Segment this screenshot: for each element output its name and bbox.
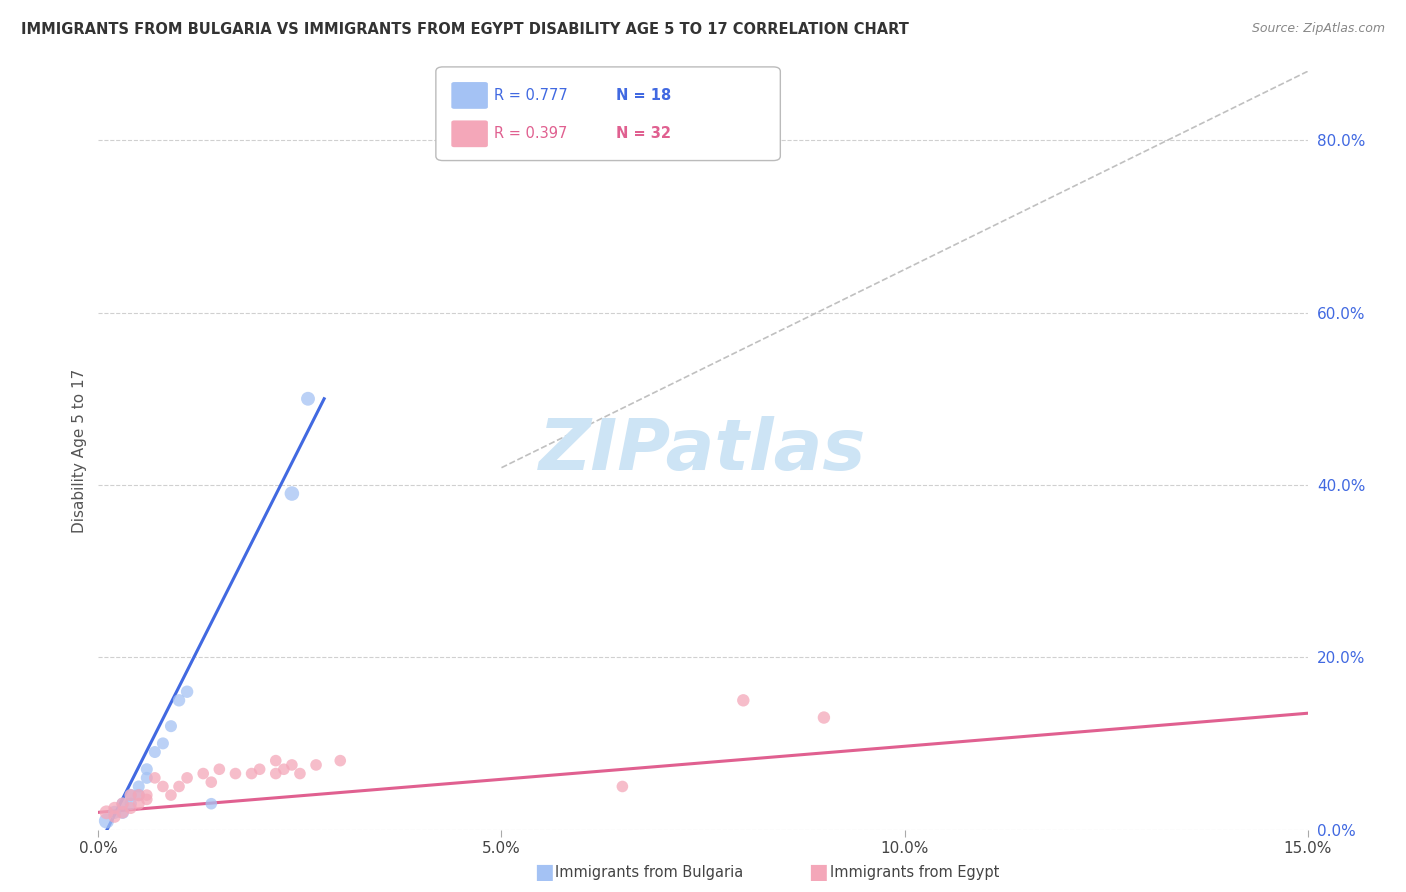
Point xyxy=(176,684,198,698)
Point xyxy=(281,486,304,500)
Point xyxy=(120,788,142,802)
Point xyxy=(135,792,157,806)
Text: N = 32: N = 32 xyxy=(616,127,671,141)
Point xyxy=(224,766,246,780)
Point xyxy=(103,805,125,820)
Point xyxy=(208,762,231,776)
Text: ■: ■ xyxy=(534,863,554,882)
Point xyxy=(135,788,157,802)
Point xyxy=(200,775,222,789)
Point xyxy=(96,814,118,828)
Point xyxy=(152,736,174,750)
Point xyxy=(264,754,287,768)
Point xyxy=(612,780,634,794)
Point xyxy=(200,797,222,811)
Point xyxy=(128,788,150,802)
Text: Immigrants from Egypt: Immigrants from Egypt xyxy=(830,865,998,880)
Point xyxy=(96,805,118,820)
Point xyxy=(135,762,157,776)
Y-axis label: Disability Age 5 to 17: Disability Age 5 to 17 xyxy=(72,368,87,533)
Point xyxy=(111,805,134,820)
Point xyxy=(111,797,134,811)
Point xyxy=(128,780,150,794)
Point xyxy=(273,762,295,776)
Text: N = 18: N = 18 xyxy=(616,88,671,103)
Point xyxy=(128,788,150,802)
Point xyxy=(281,758,304,772)
Point xyxy=(143,745,166,759)
Point xyxy=(249,762,271,776)
Text: ■: ■ xyxy=(808,863,828,882)
Point xyxy=(193,766,215,780)
Point xyxy=(264,766,287,780)
Point xyxy=(120,797,142,811)
Point xyxy=(111,805,134,820)
Point xyxy=(813,710,835,724)
Text: R = 0.397: R = 0.397 xyxy=(494,127,567,141)
Point xyxy=(288,766,311,780)
Point xyxy=(167,780,190,794)
Point xyxy=(111,797,134,811)
Point xyxy=(135,771,157,785)
Point xyxy=(143,771,166,785)
Point xyxy=(160,719,183,733)
Text: IMMIGRANTS FROM BULGARIA VS IMMIGRANTS FROM EGYPT DISABILITY AGE 5 TO 17 CORRELA: IMMIGRANTS FROM BULGARIA VS IMMIGRANTS F… xyxy=(21,22,908,37)
Point xyxy=(120,801,142,815)
Point xyxy=(176,771,198,785)
Point xyxy=(297,392,319,406)
Point xyxy=(305,758,328,772)
Point xyxy=(329,754,352,768)
Point xyxy=(152,780,174,794)
Point xyxy=(128,797,150,811)
Point xyxy=(160,788,183,802)
Point xyxy=(103,810,125,824)
Point xyxy=(240,766,263,780)
Text: R = 0.777: R = 0.777 xyxy=(494,88,567,103)
Point xyxy=(103,801,125,815)
Point xyxy=(733,693,755,707)
Point xyxy=(167,693,190,707)
Text: ZIPatlas: ZIPatlas xyxy=(540,416,866,485)
Point xyxy=(120,788,142,802)
Text: Immigrants from Bulgaria: Immigrants from Bulgaria xyxy=(555,865,744,880)
Text: Source: ZipAtlas.com: Source: ZipAtlas.com xyxy=(1251,22,1385,36)
